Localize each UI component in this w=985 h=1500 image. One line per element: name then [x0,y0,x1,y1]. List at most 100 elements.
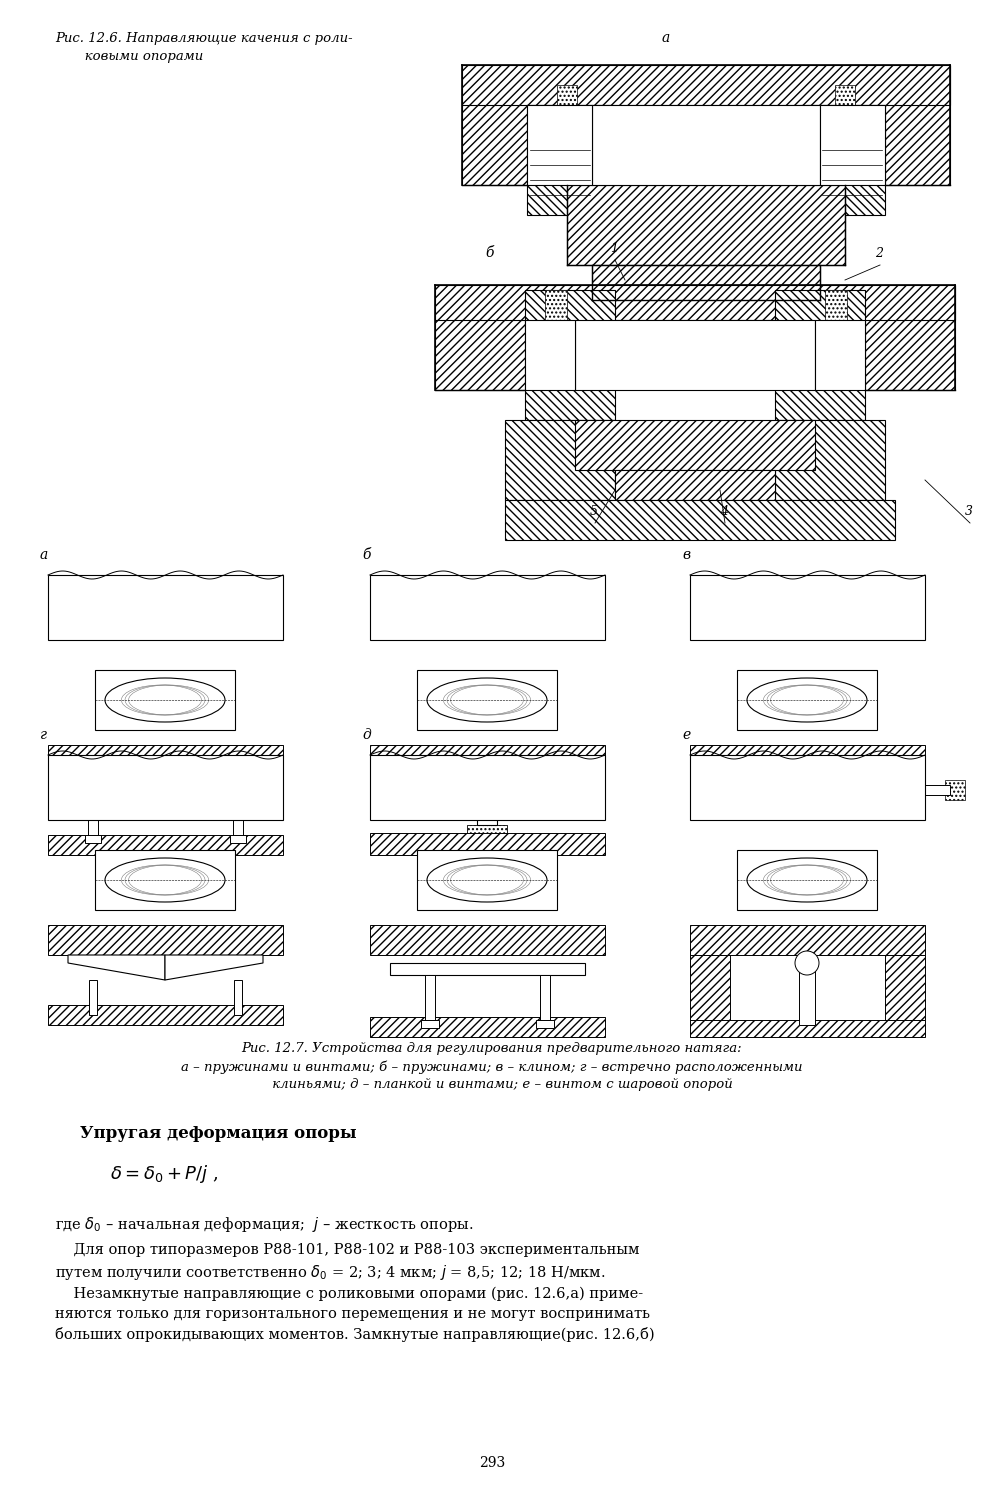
Bar [370,746,605,776]
Bar [825,290,847,332]
Bar [592,266,820,300]
Polygon shape [68,956,165,980]
Bar [370,1017,605,1036]
Text: Для опор типоразмеров Р88-101, Р88-102 и Р88-103 экспериментальным: Для опор типоразмеров Р88-101, Р88-102 и… [55,1244,639,1257]
Text: 1: 1 [610,242,618,255]
Text: е: е [682,728,690,742]
Text: $\delta = \delta_0 + P/j$ ,: $\delta = \delta_0 + P/j$ , [110,1162,219,1185]
Bar [48,574,283,640]
Bar [421,1020,439,1028]
Bar [557,86,577,120]
Text: Упругая деформация опоры: Упругая деформация опоры [80,1125,357,1142]
Text: клиньями; д – планкой и винтами; е – винтом с шаровой опорой: клиньями; д – планкой и винтами; е – вин… [251,1078,733,1090]
Bar [370,926,605,956]
Bar [835,86,855,120]
Bar [88,800,98,836]
Bar [575,420,815,470]
Bar [467,825,507,836]
Bar [545,290,567,332]
Bar [690,956,730,1020]
Bar [48,1005,283,1025]
Text: ковыми опорами: ковыми опорами [55,50,203,63]
Ellipse shape [427,858,547,901]
Text: путем получили соответственно $\delta_0$ = 2; 3; 4 мкм; $j$ = 8,5; 12; 18 Н/мкм.: путем получили соответственно $\delta_0$… [55,1263,606,1282]
Bar [48,754,283,820]
Bar [85,836,101,843]
Bar [234,980,242,1016]
Bar [536,1020,554,1028]
Ellipse shape [747,678,867,722]
Bar [370,833,605,855]
Text: 293: 293 [479,1456,505,1470]
Bar [575,320,815,390]
Text: в: в [682,548,690,562]
Bar [89,980,97,1016]
Bar [462,64,950,105]
Bar [417,670,557,730]
Bar [690,574,925,640]
Bar [915,784,950,795]
Text: 4: 4 [720,506,728,518]
Bar [527,105,612,214]
Bar [690,926,925,956]
Polygon shape [730,776,915,806]
Bar [410,776,430,790]
Bar [390,963,585,975]
Bar [370,574,605,640]
Bar [737,850,877,910]
Bar [48,836,283,855]
Bar [230,836,246,843]
Bar [462,64,567,184]
Bar [799,960,815,1024]
Ellipse shape [427,678,547,722]
Bar [945,780,965,800]
Bar [820,105,885,184]
Bar [68,782,263,800]
Bar [545,776,565,790]
Bar [690,746,925,776]
Ellipse shape [105,858,225,901]
Text: где $\delta_0$ – начальная деформация;  $j$ – жесткость опоры.: где $\delta_0$ – начальная деформация; $… [55,1215,474,1234]
Bar [775,420,885,500]
Text: 2: 2 [875,248,883,259]
Circle shape [795,951,819,975]
Ellipse shape [747,858,867,901]
Text: 3: 3 [965,506,973,518]
Text: Рис. 12.7. Устройства для регулирования предварительного натяга:: Рис. 12.7. Устройства для регулирования … [241,1042,743,1054]
Bar [505,420,615,500]
Bar [435,285,955,320]
Text: 5: 5 [590,506,598,518]
Text: д: д [362,728,370,742]
Bar [525,290,615,420]
Ellipse shape [105,678,225,722]
Bar [690,754,925,820]
Bar [95,670,235,730]
Bar [592,105,820,184]
Bar [233,800,243,836]
Bar [48,926,283,956]
Bar [425,975,435,1020]
Bar [800,105,885,214]
Text: а: а [40,548,48,562]
Text: Рис. 12.6. Направляющие качения с роли-: Рис. 12.6. Направляющие качения с роли- [55,32,353,45]
Bar [435,285,575,390]
Text: а: а [662,32,670,45]
Bar [505,500,895,540]
Bar [540,975,550,1020]
Bar [417,850,557,910]
Bar [845,64,950,184]
Bar [815,285,955,390]
Bar [95,850,235,910]
Bar [690,794,925,814]
Bar [690,1020,925,1036]
Bar [775,290,865,420]
Bar [477,782,497,825]
Bar [737,670,877,730]
Bar [527,105,592,184]
Text: няются только для горизонтального перемещения и не могут воспринимать: няются только для горизонтального переме… [55,1306,650,1322]
Text: б: б [362,548,370,562]
Polygon shape [165,956,263,980]
Bar [525,320,575,390]
Bar [615,470,775,500]
Bar [48,746,283,776]
